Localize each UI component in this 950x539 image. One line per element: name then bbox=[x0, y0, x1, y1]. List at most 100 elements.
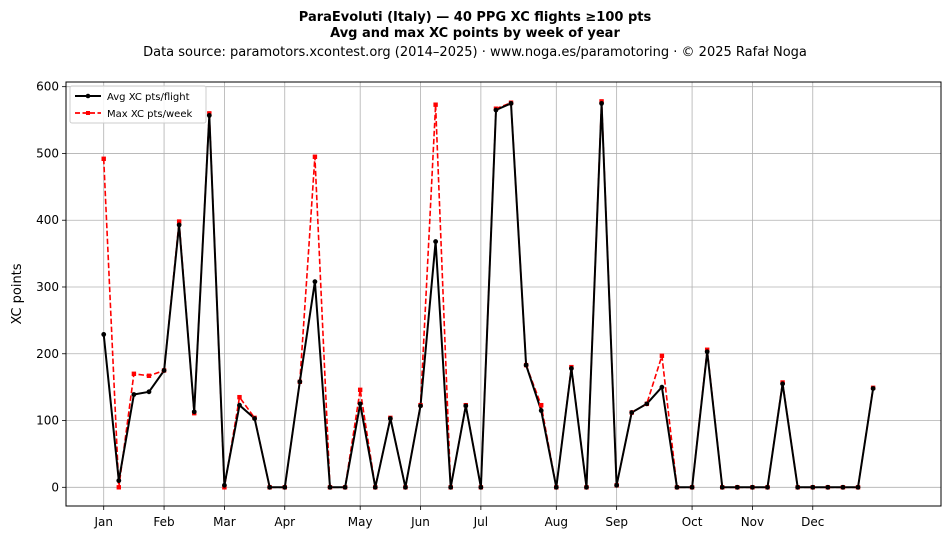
avg-point bbox=[418, 403, 423, 409]
avg-point bbox=[614, 482, 620, 488]
avg-point bbox=[176, 222, 182, 228]
max-point bbox=[101, 156, 106, 161]
avg-point bbox=[674, 484, 680, 490]
avg-point bbox=[870, 386, 876, 391]
avg-point bbox=[191, 409, 197, 415]
y-tick-label: 0 bbox=[51, 480, 59, 494]
x-tick-label: Apr bbox=[274, 515, 295, 529]
avg-point bbox=[478, 484, 484, 490]
plot-frame bbox=[65, 81, 942, 507]
chart-title-line1: ParaEvoluti (Italy) — 40 PPG XC flights … bbox=[299, 10, 652, 25]
avg-point bbox=[448, 484, 454, 490]
avg-point bbox=[161, 368, 167, 373]
avg-point bbox=[584, 484, 589, 490]
avg-point bbox=[357, 401, 363, 407]
max-point bbox=[237, 394, 242, 400]
avg-point bbox=[403, 484, 408, 490]
y-axis: 0 100 200 300 400 500 600 bbox=[36, 80, 66, 494]
avg-point bbox=[765, 484, 770, 490]
avg-point bbox=[644, 401, 650, 407]
avg-point bbox=[599, 100, 604, 106]
legend-max-marker bbox=[86, 111, 90, 115]
avg-point bbox=[131, 392, 137, 397]
max-point bbox=[116, 485, 122, 490]
y-tick-label: 100 bbox=[36, 414, 59, 428]
avg-point bbox=[463, 403, 469, 409]
avg-point bbox=[750, 484, 755, 490]
avg-point bbox=[734, 484, 740, 490]
x-tick-label: Jan bbox=[93, 515, 113, 529]
avg-point bbox=[508, 100, 514, 106]
avg-point bbox=[629, 410, 635, 415]
y-axis-label: XC points bbox=[10, 263, 25, 324]
max-point bbox=[659, 353, 665, 358]
x-tick-label: Aug bbox=[545, 515, 568, 529]
y-tick-label: 400 bbox=[36, 213, 59, 227]
avg-point bbox=[433, 239, 439, 244]
avg-point bbox=[387, 416, 393, 421]
avg-point bbox=[795, 484, 801, 490]
y-tick-label: 200 bbox=[36, 347, 59, 361]
avg-point bbox=[267, 484, 273, 490]
avg-point bbox=[855, 484, 861, 490]
max-point bbox=[312, 154, 318, 159]
avg-point bbox=[538, 408, 544, 413]
avg-point bbox=[252, 416, 257, 421]
chart-subtitle: Data source: paramotors.xcontest.org (20… bbox=[143, 45, 807, 60]
avg-point bbox=[327, 484, 333, 490]
max-point bbox=[357, 387, 363, 393]
series bbox=[101, 99, 876, 490]
legend-avg-label: Avg XC pts/flight bbox=[107, 92, 190, 103]
y-tick-label: 500 bbox=[36, 146, 59, 160]
avg-point bbox=[146, 389, 152, 395]
avg-point bbox=[780, 381, 785, 387]
x-tick-label: Oct bbox=[682, 515, 703, 529]
legend-box bbox=[69, 85, 207, 124]
legend: Avg XC pts/flight Max XC pts/week bbox=[69, 85, 207, 124]
avg-point bbox=[493, 107, 499, 113]
avg-point bbox=[689, 484, 695, 490]
series-line-avg bbox=[102, 102, 875, 489]
legend-avg-marker bbox=[85, 93, 91, 99]
max-point bbox=[131, 371, 137, 376]
avg-point bbox=[704, 349, 710, 355]
legend-max-label: Max XC pts/week bbox=[107, 109, 192, 120]
x-tick-label: Jun bbox=[410, 515, 430, 529]
x-tick-label: May bbox=[348, 515, 373, 529]
x-tick-label: Feb bbox=[153, 515, 174, 529]
chart-title-line2: Avg and max XC points by week of year bbox=[330, 26, 620, 41]
avg-point bbox=[523, 362, 529, 368]
avg-point bbox=[840, 484, 846, 490]
avg-point bbox=[312, 279, 318, 285]
x-tick-label: Mar bbox=[213, 515, 236, 529]
max-point bbox=[539, 402, 544, 408]
avg-point bbox=[810, 484, 816, 490]
avg-point bbox=[719, 484, 725, 490]
avg-point bbox=[825, 484, 831, 490]
avg-point bbox=[101, 331, 107, 337]
max-point bbox=[146, 373, 152, 378]
avg-point bbox=[659, 384, 665, 390]
grid bbox=[66, 82, 941, 506]
y-tick-label: 600 bbox=[36, 80, 59, 94]
x-axis: Jan Feb Mar Apr May Jun Jul Aug Sep Oct Nov Dec bbox=[93, 506, 824, 529]
x-tick-label: Jul bbox=[473, 515, 488, 529]
avg-point bbox=[568, 366, 574, 371]
avg-point bbox=[206, 112, 212, 118]
avg-point bbox=[342, 484, 348, 490]
avg-point bbox=[553, 484, 559, 490]
max-point bbox=[433, 102, 438, 107]
x-tick-label: Nov bbox=[741, 515, 764, 529]
max-point bbox=[176, 219, 182, 224]
avg-point bbox=[116, 478, 122, 484]
avg-point bbox=[282, 484, 288, 490]
avg-point bbox=[372, 484, 378, 490]
x-tick-label: Sep bbox=[605, 515, 628, 529]
x-tick-label: Dec bbox=[801, 515, 824, 529]
avg-point bbox=[237, 402, 242, 408]
y-tick-label: 300 bbox=[36, 280, 59, 294]
avg-point bbox=[297, 379, 303, 385]
avg-point bbox=[222, 482, 227, 488]
